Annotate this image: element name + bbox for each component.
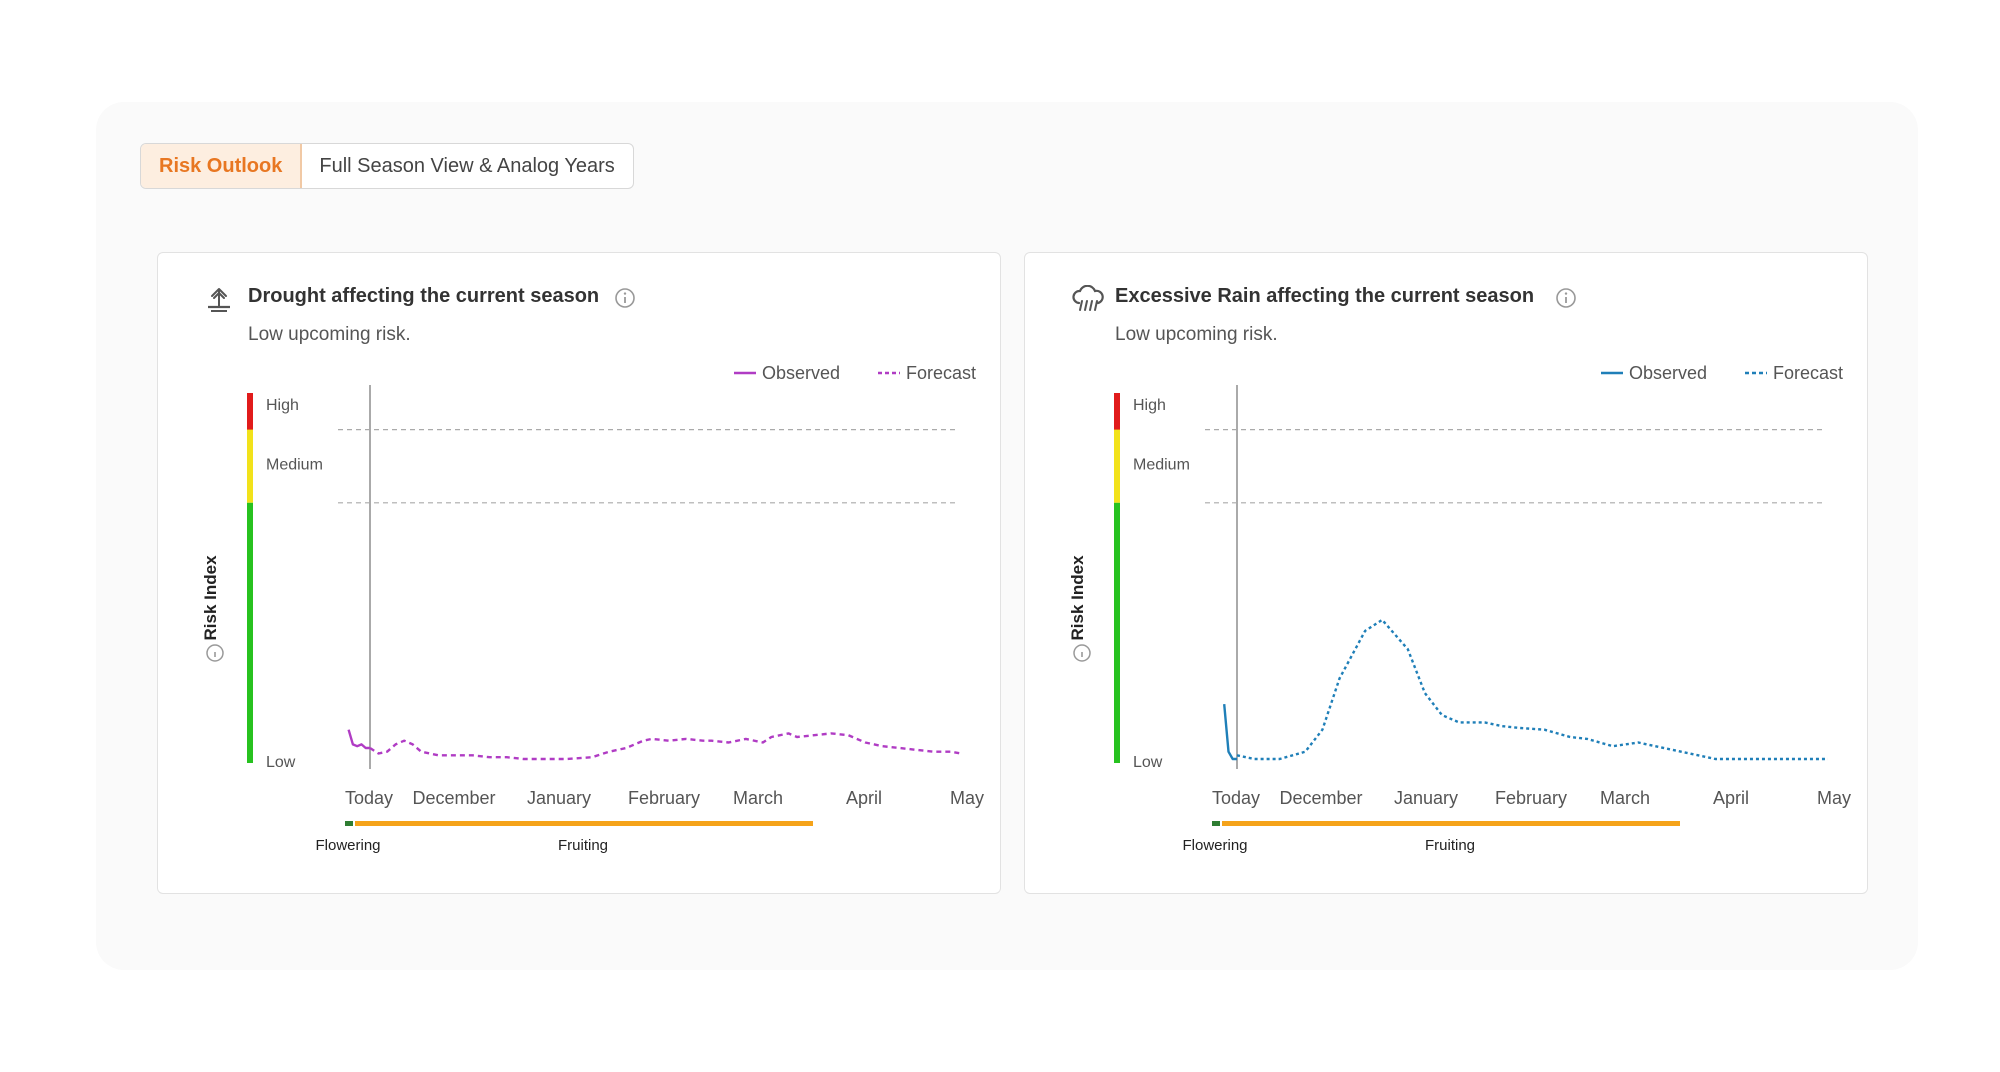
risk-level-low: Low	[266, 754, 296, 771]
stage-label-flowering: Flowering	[1182, 837, 1247, 854]
excessive-rain-risk-chart: High Medium Low Risk Index Observed Forecast T…	[1068, 363, 1851, 854]
y-axis-info-icon	[1073, 644, 1091, 662]
risk-bar-medium	[247, 429, 253, 503]
risk-level-low: Low	[1133, 754, 1163, 771]
info-icon[interactable]	[1555, 287, 1577, 309]
x-tick-label: January	[527, 788, 591, 808]
tab-full-season-view[interactable]: Full Season View & Analog Years	[319, 154, 615, 177]
x-tick-label: March	[733, 788, 783, 808]
info-icon[interactable]	[614, 287, 636, 309]
card-title: Drought affecting the current season	[248, 285, 600, 307]
observed-series-line	[347, 729, 370, 750]
rain-cloud-icon	[1072, 285, 1104, 311]
drought-risk-card: Drought affecting the current season Low…	[157, 252, 1001, 894]
y-axis-label: Risk Index	[1068, 555, 1087, 641]
card-subtitle: Low upcoming risk.	[248, 324, 411, 345]
risk-level-high: High	[266, 397, 299, 414]
view-tabs: Risk Outlook Full Season View & Analog Y…	[140, 143, 634, 189]
risk-bar-low	[247, 502, 253, 763]
card-title: Excessive Rain affecting the current sea…	[1115, 285, 1535, 307]
legend-observed-label: Observed	[762, 363, 840, 383]
x-tick-label: December	[1279, 788, 1362, 808]
excessive-rain-risk-card: Excessive Rain affecting the current sea…	[1024, 252, 1868, 894]
forecast-series-line	[369, 732, 962, 761]
stage-bar-flowering	[345, 821, 353, 826]
risk-bar-high	[1114, 393, 1120, 432]
card-subtitle: Low upcoming risk.	[1115, 324, 1278, 345]
risk-bar-low	[1114, 502, 1120, 763]
x-tick-label: March	[1600, 788, 1650, 808]
x-tick-label: May	[950, 788, 984, 808]
drought-icon	[208, 288, 230, 312]
drought-risk-chart: High Medium Low Risk Index Observed Forecast T…	[201, 363, 984, 854]
x-tick-label: Today	[1212, 788, 1260, 808]
x-tick-label: May	[1817, 788, 1851, 808]
risk-level-high: High	[1133, 397, 1166, 414]
x-tick-label: February	[1495, 788, 1567, 808]
stage-label-fruiting: Fruiting	[558, 837, 608, 854]
stage-bar-fruiting	[355, 821, 813, 826]
forecast-series-line	[1236, 618, 1828, 761]
stage-label-fruiting: Fruiting	[1425, 837, 1475, 854]
x-tick-label: February	[628, 788, 700, 808]
legend-forecast-label: Forecast	[1773, 363, 1843, 383]
y-axis-info-icon	[206, 644, 224, 662]
x-tick-label: January	[1394, 788, 1458, 808]
legend-forecast-label: Forecast	[906, 363, 976, 383]
stage-label-flowering: Flowering	[315, 837, 380, 854]
observed-series-line	[1223, 703, 1237, 761]
y-axis-label: Risk Index	[201, 555, 220, 641]
tab-risk-outlook[interactable]: Risk Outlook	[140, 144, 303, 188]
x-tick-label: Today	[345, 788, 393, 808]
risk-level-medium: Medium	[266, 457, 323, 474]
stage-bar-flowering	[1212, 821, 1220, 826]
legend-observed-label: Observed	[1629, 363, 1707, 383]
x-tick-label: April	[1713, 788, 1749, 808]
risk-bar-high	[247, 393, 253, 432]
risk-bar-medium	[1114, 429, 1120, 503]
risk-level-medium: Medium	[1133, 457, 1190, 474]
x-tick-label: April	[846, 788, 882, 808]
x-tick-label: December	[412, 788, 495, 808]
stage-bar-fruiting	[1222, 821, 1680, 826]
